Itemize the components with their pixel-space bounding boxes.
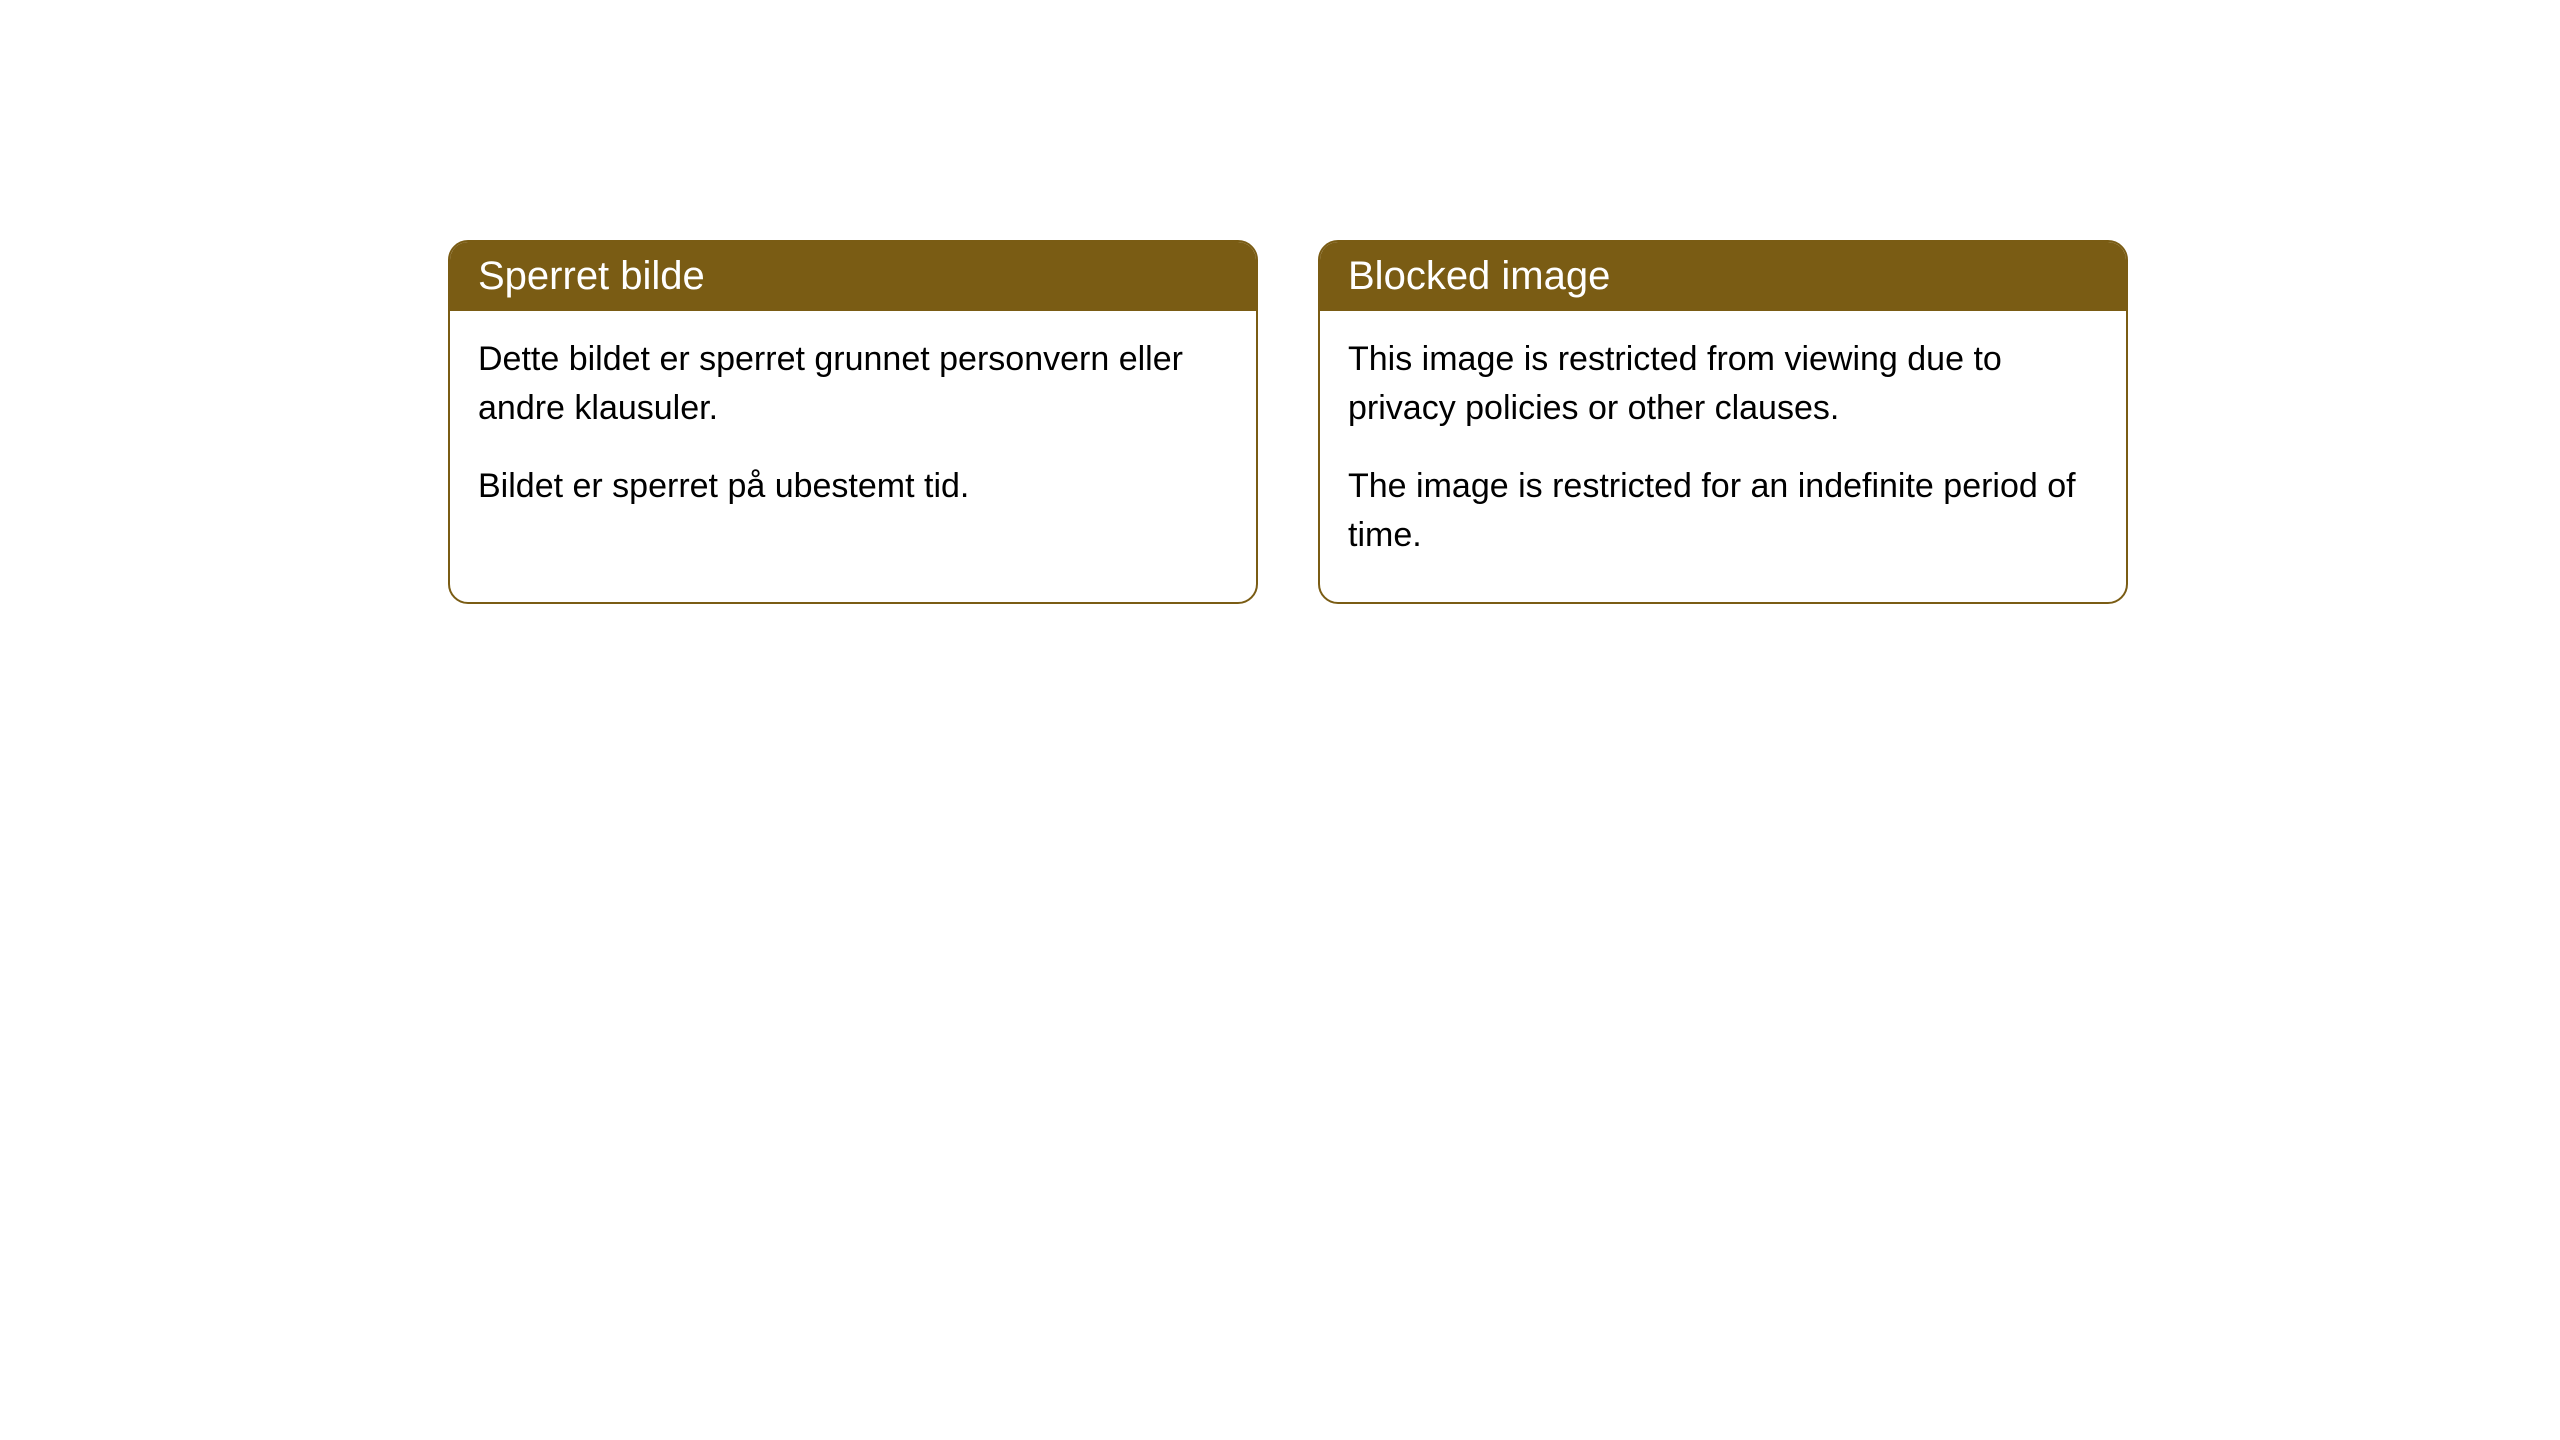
card-body-english: This image is restricted from viewing du… [1320, 311, 2126, 602]
card-paragraph: Dette bildet er sperret grunnet personve… [478, 335, 1228, 434]
card-body-norwegian: Dette bildet er sperret grunnet personve… [450, 311, 1256, 553]
card-paragraph: The image is restricted for an indefinit… [1348, 462, 2098, 561]
card-paragraph: This image is restricted from viewing du… [1348, 335, 2098, 434]
card-english: Blocked image This image is restricted f… [1318, 240, 2128, 604]
card-norwegian: Sperret bilde Dette bildet er sperret gr… [448, 240, 1258, 604]
card-header-english: Blocked image [1320, 242, 2126, 311]
card-paragraph: Bildet er sperret på ubestemt tid. [478, 462, 1228, 511]
cards-container: Sperret bilde Dette bildet er sperret gr… [448, 240, 2128, 604]
card-header-norwegian: Sperret bilde [450, 242, 1256, 311]
